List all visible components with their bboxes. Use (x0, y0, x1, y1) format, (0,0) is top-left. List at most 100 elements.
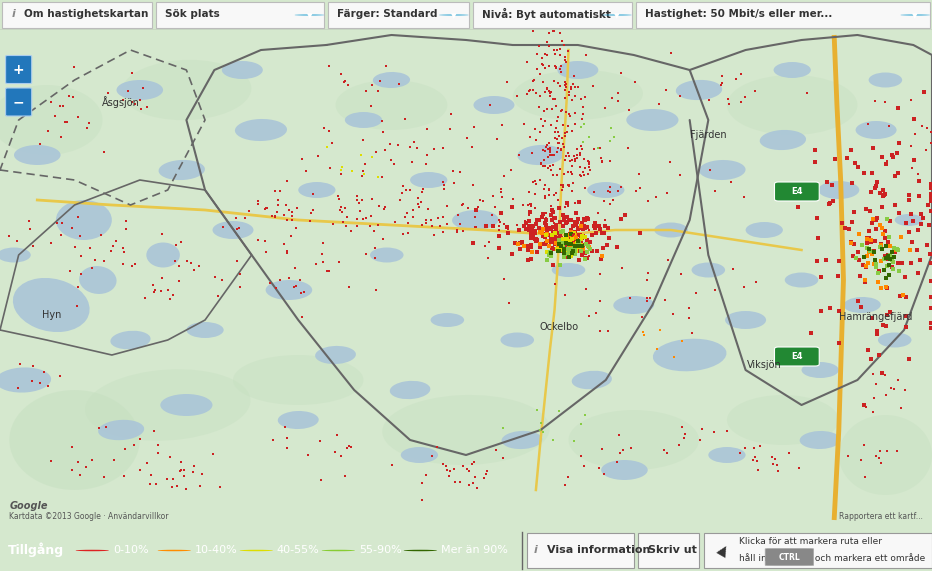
Point (893, 232, 908, 242)
Point (350, 214, 364, 223)
Point (301, 451, 316, 460)
Point (540, 83, 555, 93)
Point (623, 293, 637, 302)
Point (547, 229, 562, 238)
Point (477, 474, 492, 483)
Point (478, 241, 493, 250)
Point (650, 344, 665, 353)
Point (594, 254, 609, 263)
Point (401, 219, 416, 228)
Point (872, 220, 887, 229)
Point (377, 203, 392, 212)
Point (607, 132, 622, 141)
Point (911, 269, 925, 278)
Point (557, 129, 572, 138)
Point (525, 247, 540, 256)
Point (872, 447, 887, 456)
Point (556, 248, 571, 258)
Point (604, 93, 619, 102)
Point (589, 228, 604, 237)
Point (868, 255, 883, 264)
Point (332, 195, 347, 204)
Point (564, 227, 579, 236)
Point (601, 234, 616, 243)
Point (560, 243, 575, 252)
Point (418, 471, 433, 480)
Point (546, 244, 561, 253)
Point (54, 133, 69, 142)
Point (914, 122, 929, 131)
Point (526, 231, 541, 240)
Ellipse shape (336, 80, 447, 130)
Point (297, 287, 312, 296)
Point (412, 202, 427, 211)
Point (415, 496, 430, 505)
Point (869, 224, 884, 234)
Point (540, 247, 555, 256)
Point (533, 158, 548, 167)
Point (350, 221, 364, 230)
Point (491, 226, 506, 235)
Point (826, 197, 841, 206)
Ellipse shape (431, 313, 464, 327)
Point (672, 440, 687, 449)
Point (577, 93, 592, 102)
Point (555, 105, 569, 114)
Point (702, 166, 717, 175)
Point (242, 207, 257, 216)
Ellipse shape (13, 278, 89, 332)
Point (573, 141, 588, 150)
Point (842, 224, 857, 234)
Ellipse shape (473, 96, 514, 114)
Point (479, 222, 494, 231)
Point (536, 146, 551, 155)
Point (582, 163, 596, 172)
Point (569, 154, 584, 163)
Point (861, 234, 876, 243)
Point (555, 243, 570, 252)
Point (559, 234, 574, 243)
Point (564, 170, 579, 179)
Point (615, 445, 630, 454)
Point (375, 116, 390, 126)
Point (525, 148, 540, 158)
Point (444, 109, 459, 118)
Point (880, 156, 895, 166)
Point (207, 273, 222, 282)
Point (64, 223, 79, 232)
Point (187, 461, 202, 471)
Point (60, 118, 75, 127)
Point (280, 433, 295, 442)
Point (859, 244, 874, 253)
Point (729, 74, 744, 83)
Point (492, 221, 507, 230)
Text: Åsgsjön: Åsgsjön (103, 96, 140, 108)
Point (924, 304, 932, 313)
Point (522, 200, 537, 209)
Point (43, 98, 58, 107)
Point (551, 247, 566, 256)
Point (875, 320, 890, 329)
Point (582, 312, 596, 321)
Point (329, 430, 344, 439)
Point (568, 108, 582, 118)
Point (803, 328, 818, 337)
Point (232, 270, 247, 279)
Point (340, 81, 355, 90)
Point (486, 221, 500, 230)
Point (869, 379, 884, 388)
Point (612, 448, 627, 457)
Point (563, 238, 578, 247)
Point (151, 448, 166, 457)
Point (65, 93, 80, 102)
Point (398, 186, 413, 195)
Point (445, 166, 460, 175)
Point (55, 219, 70, 228)
Point (314, 475, 329, 484)
Point (564, 216, 579, 225)
Point (281, 205, 296, 214)
Point (334, 70, 349, 79)
Text: 10-40%: 10-40% (195, 545, 238, 554)
Point (571, 238, 586, 247)
Point (544, 215, 559, 224)
